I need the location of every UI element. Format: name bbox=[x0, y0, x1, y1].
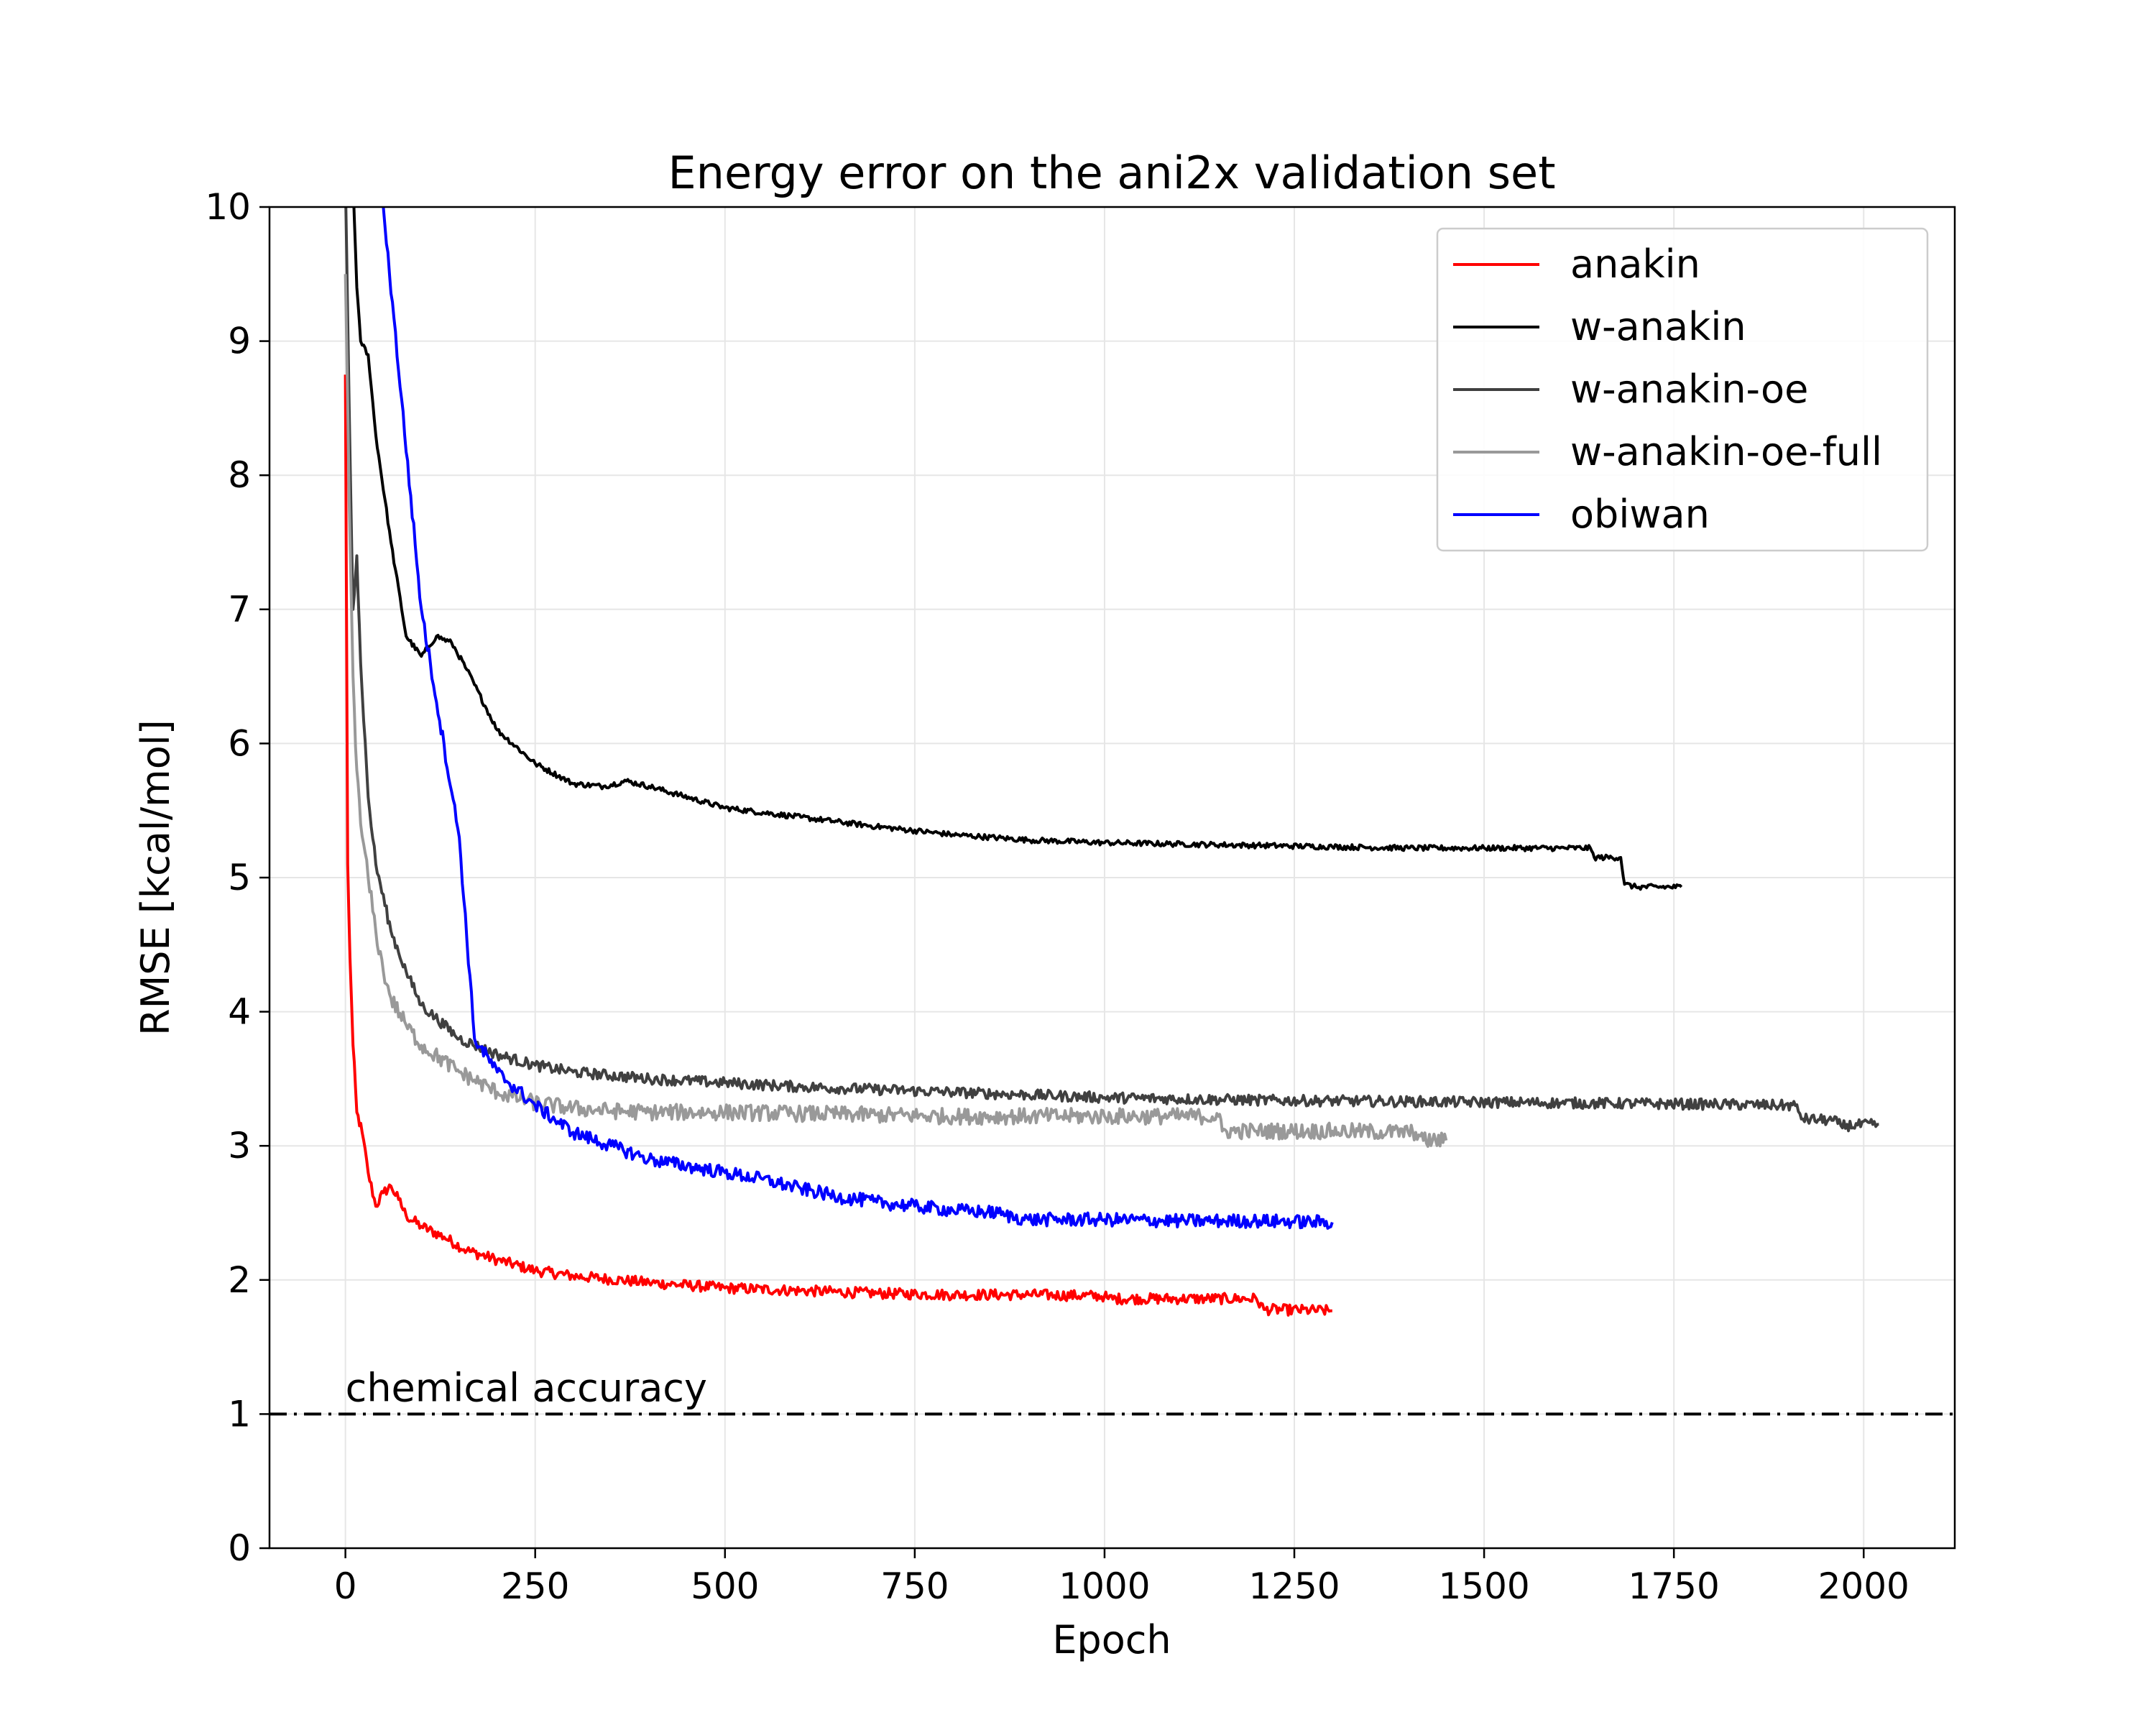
y-tick-label: 7 bbox=[228, 589, 251, 630]
axis-ticks: 0 250 500 750 1000 1250 1500 1750 2000 0 1 2 3 4 5 6 7 8 9… bbox=[205, 186, 1909, 1607]
y-tick-label: 1 bbox=[228, 1393, 251, 1435]
legend: anakin w-anakin w-anakin-oe w-anakin-oe-ful… bbox=[1436, 227, 1929, 552]
y-tick-label: 4 bbox=[228, 991, 251, 1033]
x-tick-label: 250 bbox=[501, 1565, 569, 1607]
series-line-w-anakin bbox=[352, 207, 1683, 891]
series-line-obiwan bbox=[382, 207, 1334, 1230]
legend-label-w-anakin-oe-full: w-anakin-oe-full bbox=[1570, 429, 1882, 474]
chemical-accuracy-label: chemical accuracy bbox=[346, 1365, 707, 1410]
x-tick-label: 750 bbox=[880, 1565, 949, 1607]
chart-title: Energy error on the ani2x validation set bbox=[668, 147, 1555, 199]
y-tick-label: 8 bbox=[228, 454, 251, 496]
y-tick-label: 2 bbox=[228, 1259, 251, 1301]
legend-label-anakin: anakin bbox=[1570, 242, 1700, 287]
y-tick-label: 10 bbox=[205, 186, 251, 228]
reference-layer: chemical accuracy bbox=[270, 1365, 1955, 1416]
y-tick-label: 5 bbox=[228, 857, 251, 898]
legend-label-w-anakin: w-anakin bbox=[1570, 304, 1746, 349]
y-tick-label: 6 bbox=[228, 722, 251, 764]
legend-label-w-anakin-oe: w-anakin-oe bbox=[1570, 367, 1808, 412]
series-line-w-anakin-oe bbox=[344, 207, 1879, 1133]
x-tick-label: 1750 bbox=[1628, 1565, 1720, 1607]
x-tick-label: 1000 bbox=[1059, 1565, 1150, 1607]
x-tick-label: 1250 bbox=[1248, 1565, 1340, 1607]
x-tick-label: 1500 bbox=[1438, 1565, 1529, 1607]
legend-box bbox=[1436, 227, 1929, 552]
legend-label-obiwan: obiwan bbox=[1570, 492, 1710, 537]
y-tick-label: 3 bbox=[228, 1125, 251, 1167]
x-tick-label: 500 bbox=[691, 1565, 759, 1607]
x-tick-label: 0 bbox=[334, 1565, 357, 1607]
series-layer bbox=[344, 207, 1879, 1317]
y-tick-label: 0 bbox=[228, 1527, 251, 1569]
y-tick-label: 9 bbox=[228, 321, 251, 362]
x-tick-label: 2000 bbox=[1818, 1565, 1909, 1607]
x-axis-label: Epoch bbox=[1052, 1617, 1171, 1662]
y-axis-label: RMSE [kcal/mol] bbox=[133, 719, 178, 1036]
series-line-anakin bbox=[344, 374, 1332, 1317]
